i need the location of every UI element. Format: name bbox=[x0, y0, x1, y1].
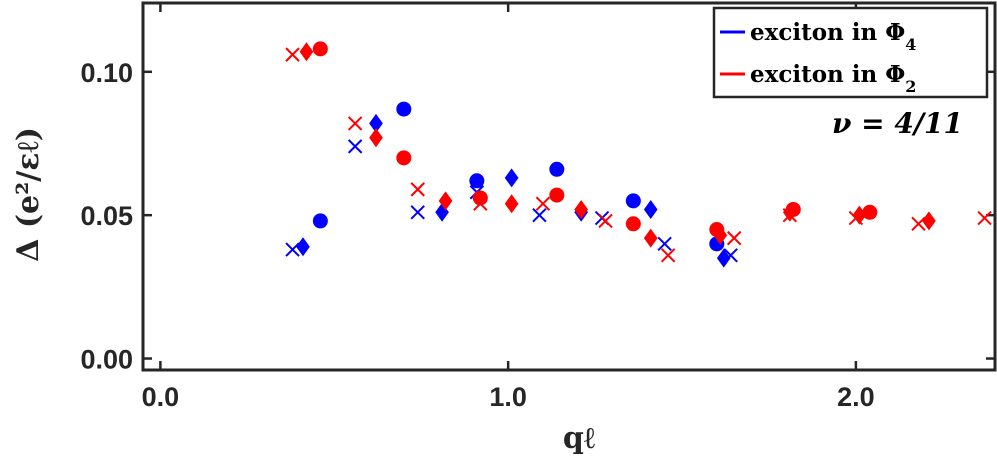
x-tick-label: 1.0 bbox=[489, 382, 527, 412]
series-1-x-point bbox=[410, 182, 425, 197]
series-0-circle-point bbox=[312, 213, 328, 229]
series-1-diamond-point bbox=[369, 128, 383, 148]
x-axis-label: qℓ bbox=[563, 421, 595, 456]
series-1-diamond-point bbox=[643, 228, 658, 248]
series-1-diamond-point bbox=[782, 202, 797, 222]
series-1-diamond-point bbox=[438, 191, 453, 211]
series-1-circle-point bbox=[396, 150, 412, 166]
series-0-circle-point bbox=[396, 101, 412, 117]
series-1-x-point bbox=[911, 216, 926, 231]
y-tick-label: 0.05 bbox=[80, 201, 133, 231]
series-1-circle-point bbox=[625, 216, 641, 232]
x-tick-label: 2.0 bbox=[837, 382, 875, 412]
series-0-x-point bbox=[723, 248, 738, 263]
series-0-diamond-point bbox=[296, 237, 310, 257]
series-1-x-point bbox=[598, 213, 613, 229]
series-1-diamond-point bbox=[713, 225, 728, 245]
plot-box bbox=[141, 1, 997, 372]
series-0-diamond-point bbox=[504, 168, 519, 188]
nu-annotation: ν = 4/11 bbox=[832, 107, 963, 140]
series-0-diamond-point bbox=[643, 199, 658, 219]
series-1-x-point bbox=[535, 196, 551, 211]
series-1-x-point bbox=[660, 248, 676, 263]
series-0-x-point bbox=[410, 205, 425, 220]
series-1-circle-point bbox=[549, 187, 565, 203]
series-0-circle-point bbox=[549, 161, 565, 177]
series-1-x-point bbox=[848, 210, 864, 226]
series-1-circle-point bbox=[862, 204, 878, 220]
series-1-x-point bbox=[977, 210, 992, 226]
series-1-diamond-point bbox=[299, 42, 314, 62]
x-tick-label: 0.0 bbox=[142, 382, 180, 412]
series-1-circle-point bbox=[312, 41, 328, 57]
data-marks bbox=[285, 41, 992, 268]
y-axis-label: Δ (e²/εℓ) bbox=[11, 127, 46, 262]
series-1-diamond-point bbox=[504, 194, 519, 214]
series-1-x-point bbox=[347, 116, 363, 131]
series-1-diamond-point bbox=[574, 199, 589, 219]
series-1-circle-point bbox=[472, 190, 488, 206]
series-0-diamond-point bbox=[716, 248, 731, 268]
series-0-diamond-point bbox=[369, 113, 383, 133]
series-0-circle-point bbox=[625, 193, 641, 209]
series-1-x-point bbox=[782, 207, 798, 223]
series-0-x-point bbox=[657, 236, 672, 252]
legend-box bbox=[712, 6, 989, 99]
series-1-diamond-point bbox=[922, 211, 936, 231]
series-0-x-point bbox=[285, 242, 300, 257]
series-1-x-point bbox=[473, 196, 488, 211]
axes-frame bbox=[141, 1, 997, 372]
series-1-x-point bbox=[726, 230, 742, 246]
y-tick-label: 0.00 bbox=[80, 345, 133, 375]
series-1-x-point bbox=[285, 47, 300, 62]
axis-ticks: 0.0 1.0 2.0 0.00 0.05 0.10 bbox=[80, 3, 995, 412]
y-tick-label: 0.10 bbox=[80, 58, 133, 88]
series-0-x-point bbox=[532, 207, 547, 223]
series-0-circle-point bbox=[469, 173, 485, 189]
series-0-x-point bbox=[347, 139, 363, 154]
